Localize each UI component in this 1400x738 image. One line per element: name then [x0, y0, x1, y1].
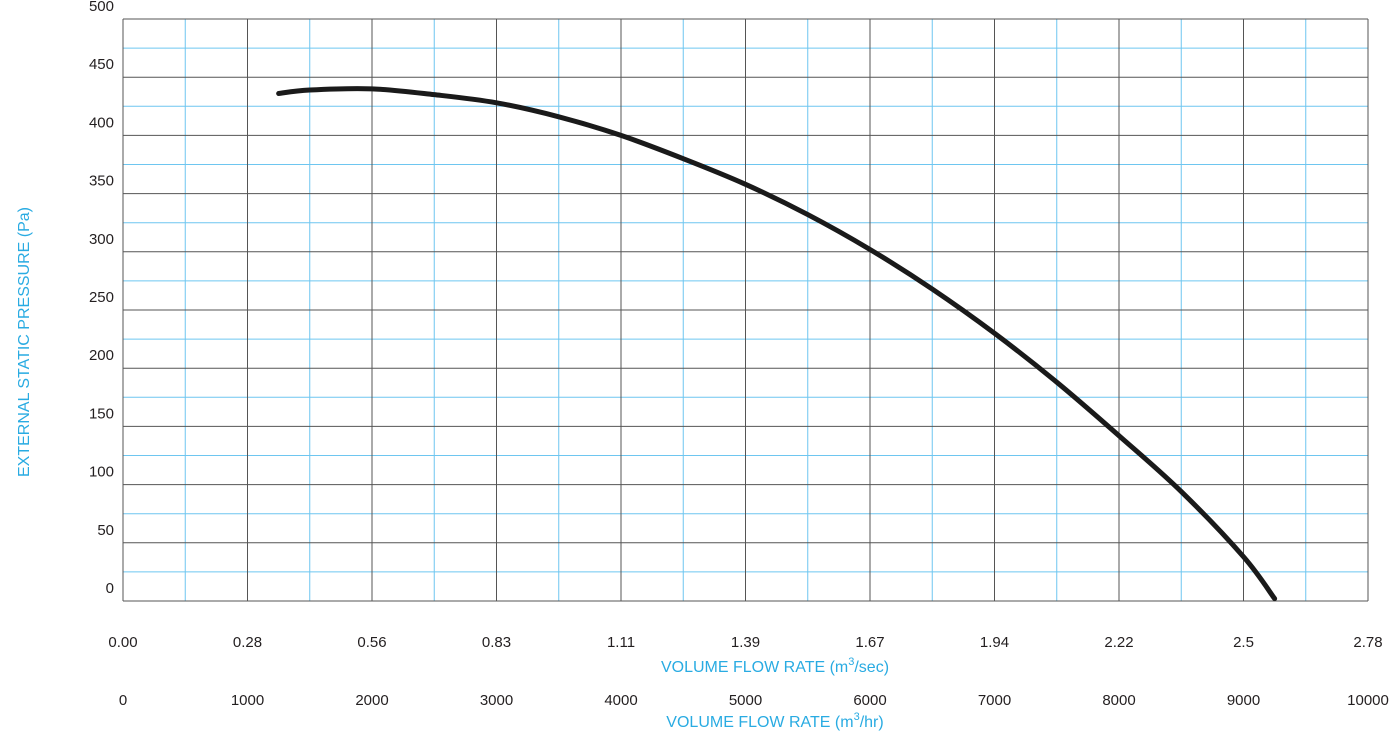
x-tick-label-m3hr: 5000	[729, 692, 762, 709]
x-tick-label-m3sec: 1.94	[980, 634, 1009, 651]
x-tick-label-m3hr: 1000	[231, 692, 264, 709]
x-tick-label-m3hr: 7000	[978, 692, 1011, 709]
x-tick-label-m3sec: 0.00	[108, 634, 137, 651]
y-tick-label: 200	[89, 347, 114, 364]
x-tick-label-m3hr: 2000	[355, 692, 388, 709]
x-tick-label-m3sec: 0.83	[482, 634, 511, 651]
major-grid	[122, 18, 1369, 602]
y-tick-label: 500	[89, 0, 114, 15]
x-tick-label-m3hr: 0	[119, 692, 127, 709]
x-axis-title-m3hr: VOLUME FLOW RATE (m3/hr)	[666, 711, 883, 731]
x-tick-label-m3sec: 0.56	[357, 634, 386, 651]
fan-performance-curve	[276, 86, 1278, 602]
curve-layer	[276, 86, 1278, 602]
y-tick-label: 250	[89, 289, 114, 306]
x-tick-labels-m3hr: 0 1000 2000 3000 4000 5000 6000 7000 8000 9000 100…	[119, 692, 1389, 709]
y-tick-label: 50	[97, 522, 114, 539]
x-axis-title-m3sec-prefix: VOLUME FLOW RATE (m	[661, 659, 848, 676]
x-tick-label-m3hr: 4000	[604, 692, 637, 709]
x-tick-label-m3hr: 3000	[480, 692, 513, 709]
x-tick-label-m3sec: 1.67	[855, 634, 884, 651]
x-axis-title-m3sec: VOLUME FLOW RATE (m3/sec)	[661, 656, 889, 676]
x-tick-label-m3sec: 1.39	[731, 634, 760, 651]
x-tick-label-m3hr: 8000	[1102, 692, 1135, 709]
y-tick-label: 300	[89, 231, 114, 248]
x-axis-title-m3hr-prefix: VOLUME FLOW RATE (m	[666, 714, 853, 731]
y-tick-label: 350	[89, 173, 114, 190]
x-tick-label-m3sec: 1.11	[607, 634, 635, 651]
x-axis-title-m3hr-suffix: /hr)	[860, 714, 884, 731]
x-axis-title-m3hr-sup: 3	[854, 711, 860, 723]
y-tick-label: 100	[89, 464, 114, 481]
y-tick-label: 0	[106, 580, 114, 597]
x-axis-title-m3sec-suffix: /sec)	[854, 659, 889, 676]
x-tick-labels-m3sec: 0.00 0.28 0.56 0.83 1.11 1.39 1.67 1.94 2.22 2.5 2…	[108, 634, 1382, 651]
x-tick-label-m3sec: 2.5	[1233, 634, 1254, 651]
y-tick-labels: 0 50 100 150 200 250 300 350 400 450 500	[89, 0, 114, 597]
y-tick-label: 450	[89, 56, 114, 73]
x-tick-label-m3sec: 2.78	[1353, 634, 1382, 651]
x-tick-label-m3hr: 10000	[1347, 692, 1389, 709]
x-tick-label-m3sec: 2.22	[1104, 634, 1133, 651]
y-axis-title: EXTERNAL STATIC PRESSURE (Pa)	[16, 207, 33, 477]
x-tick-label-m3sec: 0.28	[233, 634, 262, 651]
y-tick-label: 150	[89, 405, 114, 422]
x-axis-title-m3sec-sup: 3	[848, 656, 854, 668]
y-tick-label: 400	[89, 114, 114, 131]
x-tick-label-m3hr: 6000	[853, 692, 886, 709]
x-tick-label-m3hr: 9000	[1227, 692, 1260, 709]
